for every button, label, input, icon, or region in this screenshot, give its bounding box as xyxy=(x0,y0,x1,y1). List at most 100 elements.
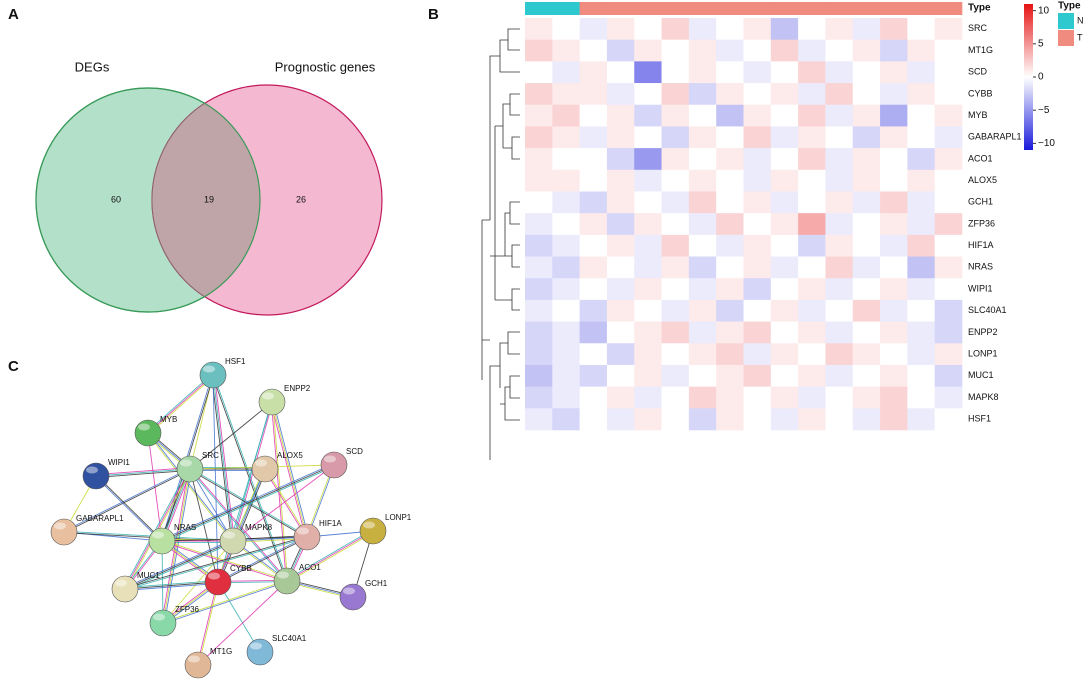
heat-cell xyxy=(579,278,608,301)
heat-cell xyxy=(579,83,608,106)
heat-cell xyxy=(852,148,881,171)
gene-label: MAPK8 xyxy=(968,392,999,402)
heat-cell xyxy=(798,18,826,40)
node-shine xyxy=(180,459,192,467)
heat-cell xyxy=(552,343,580,366)
heat-cell xyxy=(770,104,799,127)
edge xyxy=(265,468,308,537)
heat-cell xyxy=(525,61,553,84)
edge xyxy=(272,401,309,537)
heat-cell xyxy=(688,18,717,40)
heat-cell xyxy=(525,18,553,40)
edge xyxy=(163,469,192,624)
heat-cell xyxy=(852,169,881,192)
heat-cell xyxy=(743,148,772,171)
heat-cell xyxy=(606,18,635,40)
color-bar xyxy=(1024,4,1033,150)
heat-cell xyxy=(880,148,908,171)
heat-cell xyxy=(579,321,608,344)
node-label: ACO1 xyxy=(299,563,321,572)
edge xyxy=(125,541,234,591)
edge xyxy=(147,374,214,434)
heat-cell xyxy=(770,191,799,214)
heat-cell xyxy=(634,83,662,106)
venn-overlap xyxy=(151,88,260,312)
heat-cell xyxy=(525,386,553,409)
node xyxy=(204,568,232,596)
heat-cell xyxy=(798,256,826,279)
edge xyxy=(212,374,219,583)
venn-label: DEGs xyxy=(75,59,110,74)
edge xyxy=(124,535,307,589)
heat-cell xyxy=(825,234,854,257)
heat-cell xyxy=(798,299,826,322)
type-cell xyxy=(743,2,772,15)
heat-cell xyxy=(606,343,635,366)
node xyxy=(176,455,204,483)
heat-cell xyxy=(525,364,553,387)
heat-cell xyxy=(661,234,690,257)
node-shine xyxy=(138,423,150,431)
heat-cell xyxy=(716,278,744,301)
heat-cell xyxy=(798,61,826,84)
heat-cell xyxy=(798,169,826,192)
venn-count: 26 xyxy=(296,194,306,204)
heat-cell xyxy=(825,83,854,106)
heat-cell xyxy=(880,61,908,84)
heat-cell xyxy=(552,234,580,257)
heat-cell xyxy=(880,299,908,322)
type-cell xyxy=(688,2,717,15)
heat-cell xyxy=(934,299,963,322)
edge xyxy=(124,539,233,589)
heat-cell xyxy=(579,104,608,127)
heat-cell xyxy=(770,343,799,366)
heat-cell xyxy=(798,39,826,62)
heat-cell xyxy=(852,234,881,257)
edge xyxy=(217,535,307,582)
heat-cell xyxy=(880,213,908,236)
heat-cell xyxy=(825,39,854,62)
edge xyxy=(271,401,308,538)
heat-cell xyxy=(825,18,854,40)
heat-cell xyxy=(934,386,963,409)
heat-cell xyxy=(661,213,690,236)
heat-cell xyxy=(634,104,662,127)
heat-cell xyxy=(880,364,908,387)
heat-cell xyxy=(688,386,717,409)
heat-cell xyxy=(579,126,608,149)
heat-cell xyxy=(552,364,580,387)
heat-cell xyxy=(525,321,553,344)
node xyxy=(258,388,286,416)
node-label: SCD xyxy=(346,447,363,456)
heat-cell xyxy=(634,213,662,236)
heat-cell xyxy=(907,148,935,171)
heat-cell xyxy=(634,364,662,387)
node-shine xyxy=(297,527,309,535)
heat-cell xyxy=(743,169,772,192)
color-tick-label: 10 xyxy=(1038,5,1050,16)
heat-cell xyxy=(688,61,717,84)
heat-cell xyxy=(552,61,580,84)
node-label: MAPK8 xyxy=(245,523,273,532)
type-cell xyxy=(525,2,553,15)
node-label: HIF1A xyxy=(319,519,342,528)
node-shine xyxy=(208,572,220,580)
heat-cell xyxy=(661,148,690,171)
heat-cell xyxy=(634,39,662,62)
legend-swatch xyxy=(1058,30,1074,46)
heat-cell xyxy=(634,256,662,279)
heat-cell xyxy=(852,213,881,236)
heat-cell xyxy=(880,386,908,409)
edge xyxy=(63,467,190,532)
heat-cell xyxy=(525,83,553,106)
heat-cell xyxy=(606,148,635,171)
heat-cell xyxy=(606,408,635,431)
edge xyxy=(232,464,335,542)
heat-cell xyxy=(934,83,963,106)
edge xyxy=(218,469,267,583)
heat-cell xyxy=(852,191,881,214)
heat-cell xyxy=(743,256,772,279)
heat-cell xyxy=(907,343,935,366)
node-shine xyxy=(262,392,274,400)
heat-cell xyxy=(525,148,553,171)
